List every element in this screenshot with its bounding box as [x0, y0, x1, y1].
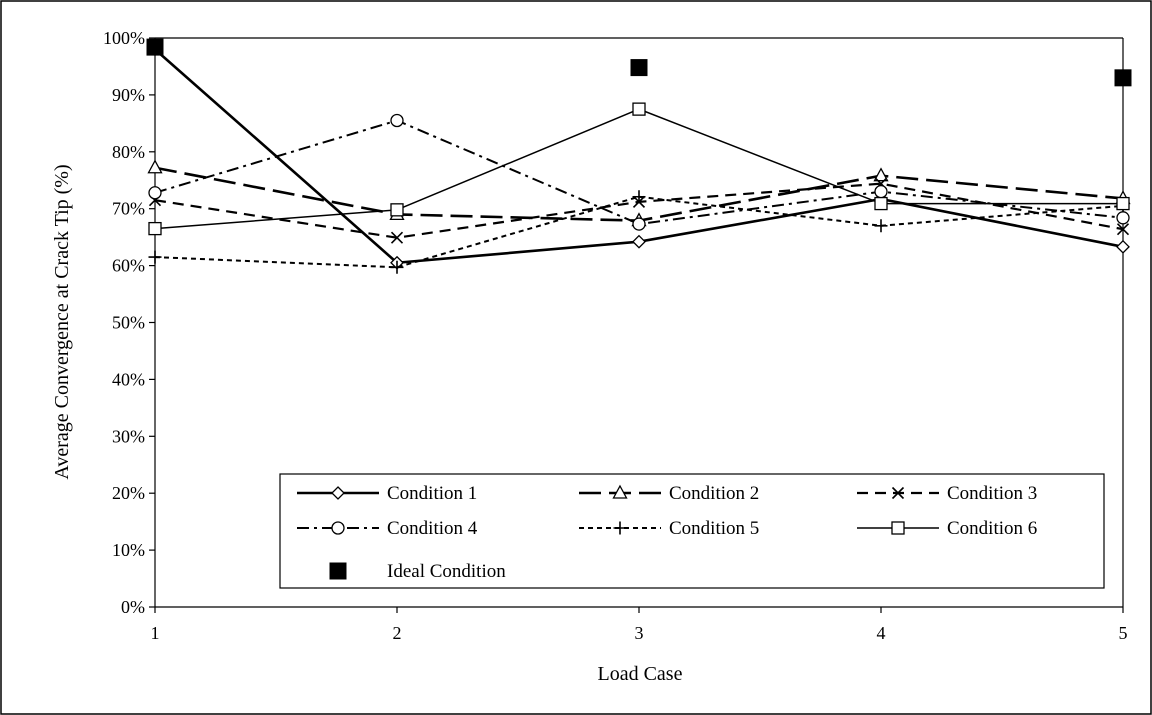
legend-item: Ideal Condition	[329, 561, 506, 582]
y-tick-label: 0%	[121, 597, 145, 617]
data-point	[390, 113, 404, 128]
data-point	[1116, 211, 1130, 225]
x-tick-label: 3	[635, 623, 644, 643]
legend: Condition 1 Condition 2 Condition 3 Conditi…	[279, 473, 1105, 589]
data-point	[1116, 223, 1130, 236]
legend-marker	[891, 486, 905, 500]
legend-item: Condition 5	[579, 518, 759, 539]
x-tick-label: 1	[151, 623, 160, 643]
y-tick-label: 20%	[112, 483, 145, 503]
legend-item: Condition 6	[857, 518, 1037, 539]
data-point	[873, 167, 889, 182]
legend-item: Condition 4	[297, 518, 478, 539]
data-point	[874, 219, 888, 233]
series-6	[148, 102, 1130, 236]
y-tick-label: 50%	[112, 313, 145, 333]
legend-marker	[613, 521, 627, 535]
data-point	[632, 217, 646, 231]
legend-label: Condition 4	[387, 518, 478, 539]
data-point	[630, 59, 648, 77]
y-tick-label: 40%	[112, 369, 145, 389]
legend-item: Condition 2	[579, 483, 759, 504]
x-tick-label: 2	[393, 623, 402, 643]
legend-item: Condition 3	[857, 483, 1037, 504]
data-point	[632, 234, 646, 249]
legend-marker	[329, 562, 347, 580]
data-point	[874, 196, 888, 211]
y-tick-label: 70%	[112, 199, 145, 219]
x-axis-title: Load Case	[598, 663, 683, 685]
y-axis-title: Average Convergence at Crack Tip (%)	[51, 164, 73, 479]
data-point	[390, 260, 404, 274]
data-point	[874, 184, 888, 199]
data-point	[390, 231, 404, 244]
y-tick-label: 90%	[112, 85, 145, 105]
legend-label: Ideal Condition	[387, 561, 506, 582]
plot-area: 0% 10% 20% 30% 40% 50% 60% 70% 80% 90% 100% 1 2 3 4 5	[103, 28, 1132, 643]
legend-marker	[331, 521, 345, 535]
legend-box	[279, 473, 1105, 589]
data-point	[390, 203, 404, 217]
data-point	[148, 221, 162, 236]
series-4	[148, 113, 1130, 231]
legend-marker	[331, 486, 345, 500]
series-line	[154, 119, 1124, 226]
data-point	[632, 102, 646, 116]
legend-label: Condition 5	[669, 518, 759, 539]
legend-label: Condition 3	[947, 483, 1037, 504]
y-tick-label: 60%	[112, 256, 145, 276]
data-point	[1116, 239, 1130, 254]
data-point	[148, 250, 162, 264]
data-point	[632, 190, 646, 204]
series-7	[146, 38, 1132, 87]
data-point	[146, 38, 164, 56]
legend-label: Condition 1	[387, 483, 477, 504]
data-point	[147, 159, 163, 174]
legend-label: Condition 6	[947, 518, 1037, 539]
data-point	[1114, 69, 1132, 87]
y-tick-label: 10%	[112, 540, 145, 560]
data-point	[148, 186, 162, 200]
x-tick-label: 5	[1119, 623, 1128, 643]
y-tick-label: 80%	[112, 142, 145, 162]
legend-item: Condition 1	[297, 483, 477, 504]
y-tick-label: 30%	[112, 426, 145, 446]
y-tick-label: 100%	[103, 28, 145, 48]
data-point	[1116, 196, 1130, 211]
legend-label: Condition 2	[669, 483, 759, 504]
x-tick-label: 4	[877, 623, 886, 643]
legend-marker	[612, 484, 628, 499]
legend-marker	[891, 521, 905, 535]
